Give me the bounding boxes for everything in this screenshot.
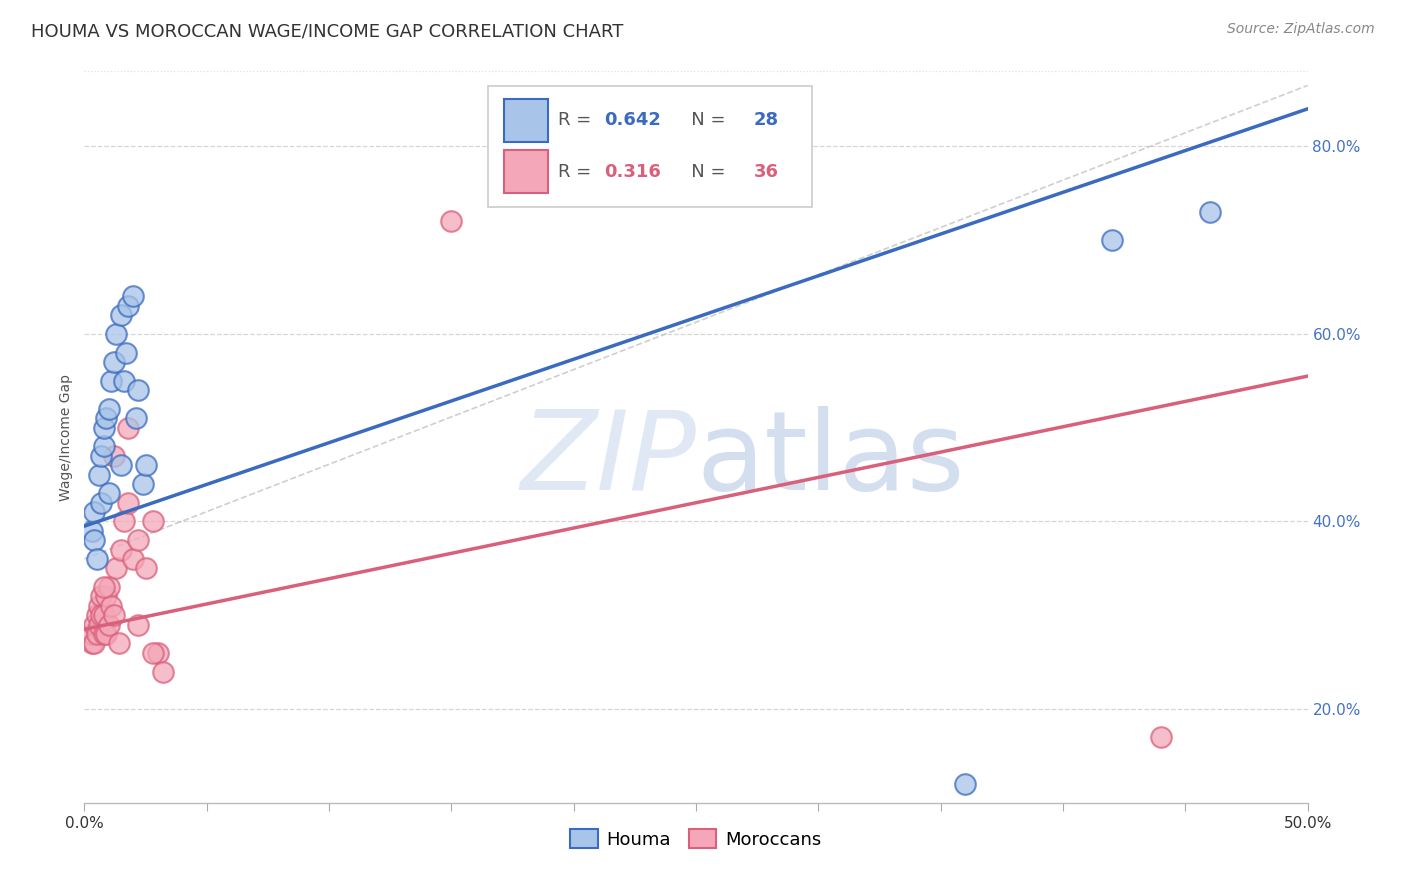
Point xyxy=(93,420,115,434)
Text: R =: R = xyxy=(558,162,596,180)
Point xyxy=(87,599,110,613)
Point xyxy=(96,590,118,604)
Point xyxy=(117,496,139,510)
Point xyxy=(110,542,132,557)
Point xyxy=(135,561,157,575)
Point xyxy=(86,608,108,623)
Point xyxy=(86,627,108,641)
FancyBboxPatch shape xyxy=(503,99,548,142)
Point xyxy=(100,374,122,388)
Point xyxy=(83,533,105,548)
Point xyxy=(103,608,125,623)
Point xyxy=(1150,730,1173,744)
Point xyxy=(127,383,149,397)
Point xyxy=(100,599,122,613)
Text: HOUMA VS MOROCCAN WAGE/INCOME GAP CORRELATION CHART: HOUMA VS MOROCCAN WAGE/INCOME GAP CORREL… xyxy=(31,22,623,40)
Point xyxy=(1198,205,1220,219)
Point xyxy=(142,646,165,660)
Point xyxy=(103,449,125,463)
Point xyxy=(93,608,115,623)
Point xyxy=(122,289,145,303)
Text: N =: N = xyxy=(673,112,731,129)
Point xyxy=(93,627,115,641)
Point xyxy=(127,533,149,548)
Point xyxy=(96,627,118,641)
Point xyxy=(117,420,139,434)
Point xyxy=(105,326,128,341)
Point xyxy=(146,646,169,660)
Point xyxy=(115,345,138,359)
Point xyxy=(80,627,103,641)
Point xyxy=(83,505,105,519)
Point xyxy=(132,477,155,491)
Point xyxy=(93,580,115,594)
Point xyxy=(112,515,135,529)
Point xyxy=(87,467,110,482)
Text: atlas: atlas xyxy=(696,406,965,513)
Point xyxy=(112,374,135,388)
FancyBboxPatch shape xyxy=(488,86,813,207)
Point xyxy=(440,214,463,228)
Point xyxy=(125,411,148,425)
Point xyxy=(80,524,103,538)
Point xyxy=(97,580,120,594)
Point xyxy=(142,515,165,529)
Text: N =: N = xyxy=(673,162,731,180)
Point xyxy=(90,590,112,604)
Point xyxy=(1101,233,1123,247)
Y-axis label: Wage/Income Gap: Wage/Income Gap xyxy=(59,374,73,500)
Text: 0.642: 0.642 xyxy=(605,112,661,129)
Text: Source: ZipAtlas.com: Source: ZipAtlas.com xyxy=(1227,22,1375,37)
Point xyxy=(117,299,139,313)
Text: 36: 36 xyxy=(754,162,779,180)
Point xyxy=(953,777,976,791)
Point xyxy=(97,486,120,500)
Legend: Houma, Moroccans: Houma, Moroccans xyxy=(564,822,828,856)
Point xyxy=(103,355,125,369)
Text: 0.316: 0.316 xyxy=(605,162,661,180)
Text: 28: 28 xyxy=(754,112,779,129)
Point xyxy=(80,636,103,650)
Point xyxy=(110,308,132,322)
Point xyxy=(97,617,120,632)
Point xyxy=(90,449,112,463)
Point xyxy=(97,401,120,416)
Point xyxy=(90,608,112,623)
Point xyxy=(90,496,112,510)
Point xyxy=(127,617,149,632)
Point xyxy=(83,636,105,650)
Point xyxy=(83,617,105,632)
Point xyxy=(96,411,118,425)
Point xyxy=(87,617,110,632)
Point xyxy=(107,636,129,650)
Point xyxy=(93,440,115,454)
Point xyxy=(86,552,108,566)
Text: R =: R = xyxy=(558,112,596,129)
Text: ZIP: ZIP xyxy=(520,406,696,513)
Point xyxy=(152,665,174,679)
Point xyxy=(105,561,128,575)
Point xyxy=(135,458,157,473)
Point xyxy=(110,458,132,473)
Point xyxy=(122,552,145,566)
FancyBboxPatch shape xyxy=(503,150,548,194)
